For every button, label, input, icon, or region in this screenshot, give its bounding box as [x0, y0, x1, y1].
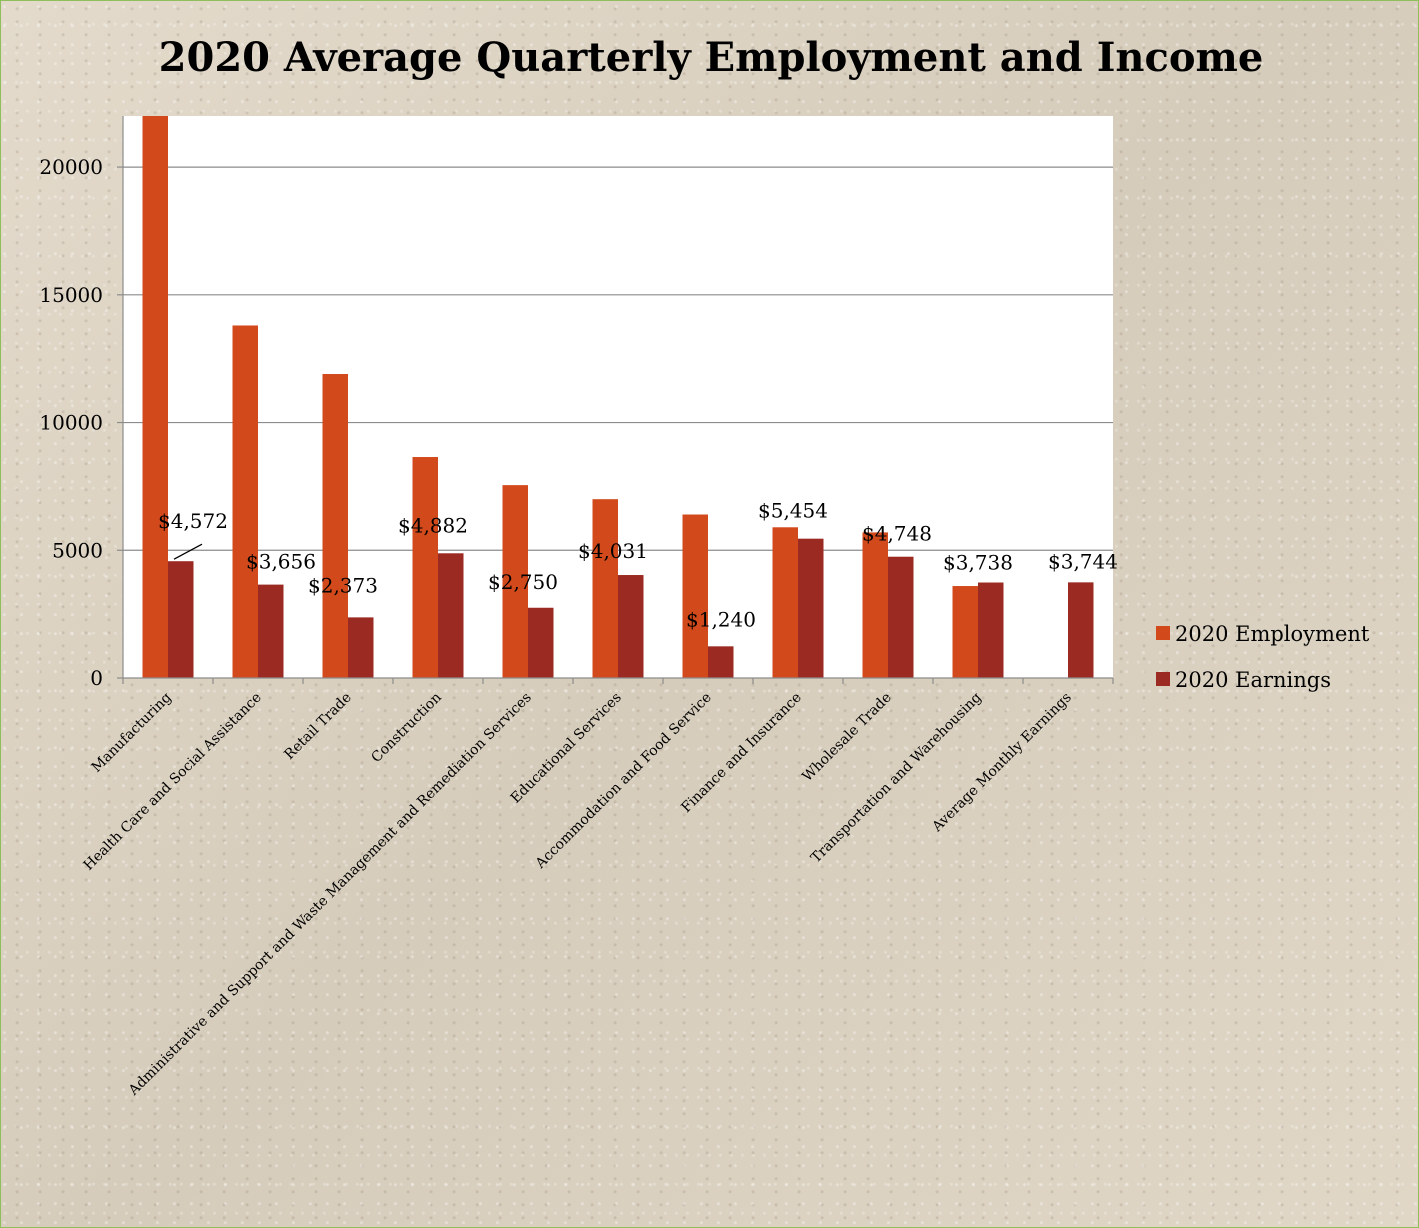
y-tick-label: 0: [90, 666, 103, 690]
earnings-data-label: $1,240: [686, 607, 756, 631]
y-tick-label: 20000: [39, 155, 103, 179]
leader-line: [173, 543, 203, 560]
legend-label: 2020 Employment: [1175, 622, 1370, 646]
bar-employment: [682, 514, 708, 678]
x-category-label: Manufacturing: [89, 689, 175, 775]
bar-earnings: [708, 646, 734, 678]
x-category-label: Transportation and Warehousing: [808, 689, 985, 866]
bar-earnings: [348, 617, 374, 678]
earnings-data-label: $4,031: [578, 539, 648, 563]
bar-employment: [232, 325, 258, 678]
x-category-label: Construction: [368, 690, 444, 766]
earnings-data-label: $2,373: [308, 573, 378, 597]
bar-employment: [502, 485, 528, 678]
x-category-label: Wholesale Trade: [799, 690, 894, 785]
bar-employment: [862, 532, 888, 678]
bar-employment: [592, 499, 618, 678]
earnings-data-label: $4,748: [862, 522, 932, 546]
y-tick-label: 5000: [52, 538, 103, 562]
x-category-label: Retail Trade: [281, 690, 354, 763]
earnings-data-label: $4,572: [158, 509, 228, 533]
legend: 2020 Employment 2020 Earnings: [1156, 622, 1370, 692]
bar-employment: [772, 527, 798, 678]
earnings-data-label: $3,656: [246, 550, 316, 574]
earnings-data-label: $4,882: [398, 513, 468, 537]
legend-label: 2020 Earnings: [1175, 668, 1331, 692]
x-category-label: Accommodation and Food Service: [532, 690, 715, 873]
legend-swatch: [1156, 626, 1170, 640]
bars: [142, 116, 1094, 678]
bar-employment: [142, 116, 168, 678]
bar-earnings: [168, 561, 194, 678]
bar-earnings: [528, 607, 554, 678]
y-tick-label: 15000: [39, 283, 103, 307]
bar-employment: [412, 457, 438, 678]
y-tick-label: 10000: [39, 411, 103, 435]
x-category-label: Health Care and Social Assistance: [81, 690, 265, 874]
earnings-data-label: $3,744: [1048, 549, 1118, 573]
chart-title: 2020 Average Quarterly Employment and In…: [159, 34, 1264, 81]
earnings-data-label: $5,454: [758, 499, 828, 523]
earnings-data-label: $3,738: [943, 551, 1013, 575]
data-labels: $4,572 $3,656$2,373 $4,882 $2,750 $4,031 $1,2…: [158, 499, 1118, 632]
earnings-data-label: $2,750: [488, 570, 558, 594]
bar-earnings: [1068, 582, 1094, 678]
bar-employment: [322, 374, 348, 678]
bar-employment: [952, 586, 978, 678]
bar-earnings: [798, 538, 824, 678]
legend-swatch: [1156, 672, 1170, 686]
bar-earnings: [438, 553, 464, 678]
x-category-label: Administrative and Support and Waste Man…: [125, 690, 535, 1100]
bar-earnings: [888, 556, 914, 678]
gridlines: [123, 166, 1113, 551]
bar-earnings: [978, 582, 1004, 678]
bar-earnings: [258, 584, 284, 678]
bar-earnings: [618, 575, 644, 678]
